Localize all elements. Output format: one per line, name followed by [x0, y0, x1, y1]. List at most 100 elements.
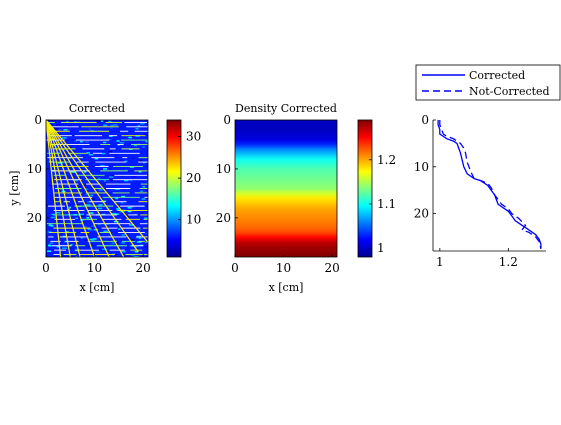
heatmap-cell: [114, 183, 117, 186]
legend-label-not-corrected: Not-Corrected: [469, 85, 550, 98]
heatmap-cell: [116, 140, 120, 142]
heatmap-cell: [98, 204, 103, 206]
heatmap-cell: [97, 223, 101, 226]
heatmap-cell: [114, 213, 119, 215]
heatmap-cell: [78, 120, 81, 123]
heatmap-cell: [57, 219, 62, 221]
panel-profile: Corrected Not-Corrected 1 1.2 0 10 20: [414, 64, 561, 269]
panel-corrected-xtick-label: 20: [136, 261, 151, 275]
panel-corrected-title: Corrected: [69, 102, 125, 115]
heatmap-cell: [63, 223, 68, 225]
heatmap-cell: [49, 184, 53, 186]
heatmap-cell: [81, 215, 85, 217]
heatmap-cell: [89, 212, 94, 214]
heatmap-cell: [128, 205, 134, 208]
heatmap-cell: [91, 239, 95, 241]
heatmap-cell: [86, 152, 90, 154]
heatmap-cell: [88, 229, 94, 232]
heatmap-cell: [108, 167, 113, 170]
heatmap-cell: [68, 125, 72, 127]
heatmap-cell: [110, 175, 115, 177]
heatmap-cell: [100, 165, 105, 167]
heatmap-cell: [56, 124, 60, 126]
heatmap-cell: [110, 127, 113, 129]
panel-corrected-rays: [46, 120, 148, 257]
heatmap-cell: [144, 197, 148, 199]
heatmap-cell: [137, 125, 141, 127]
profile-legend-box: [415, 64, 561, 101]
heatmap-cell: [128, 224, 134, 226]
heatmap-cell: [108, 150, 113, 153]
heatmap-cell: [55, 178, 61, 180]
panel-density-ytick-label: 0: [223, 113, 231, 127]
heatmap-cell: [119, 211, 124, 213]
panel-density-axes: 0 10 20 0 10 20: [216, 113, 340, 275]
heatmap-cell: [48, 224, 53, 226]
panel-profile-ytick-label: 10: [414, 160, 429, 174]
heatmap-cell: [85, 204, 91, 206]
heatmap-cell: [74, 179, 78, 182]
heatmap-cell: [102, 248, 106, 251]
panel-corrected-ytick-label: 0: [34, 113, 42, 127]
heatmap-cell: [100, 133, 103, 136]
heatmap-cell: [124, 169, 128, 171]
heatmap-cell: [82, 184, 87, 187]
heatmap-cell: [108, 176, 114, 178]
heatmap-cell: [136, 241, 142, 243]
heatmap-cell: [127, 207, 132, 209]
panel-corrected-colorbar: [166, 119, 182, 258]
heatmap-cell: [70, 229, 73, 231]
heatmap-cell: [141, 198, 146, 200]
heatmap-cell: [56, 211, 61, 214]
panel-corrected-frame: [45, 119, 149, 258]
heatmap-cell: [55, 128, 59, 130]
heatmap-cell: [95, 256, 98, 257]
heatmap-cell: [68, 206, 71, 209]
panel-corrected-streaks: [46, 121, 148, 256]
heatmap-cell: [110, 239, 115, 242]
heatmap-cell: [108, 235, 112, 237]
panel-corrected-colorbar-tick-label: 10: [186, 213, 201, 227]
heatmap-cell: [87, 225, 92, 228]
heatmap-cell: [109, 243, 115, 245]
panel-corrected-xtick-label: 10: [87, 261, 102, 275]
heatmap-cell: [135, 236, 139, 239]
heatmap-cell: [144, 241, 148, 243]
heatmap-cell: [91, 198, 96, 200]
heatmap-cell: [114, 254, 117, 256]
heatmap-cell: [119, 141, 125, 144]
heatmap-cell: [119, 159, 123, 162]
heatmap-cell: [83, 226, 87, 228]
panel-density-title: Density Corrected: [235, 102, 337, 115]
heatmap-cell: [86, 217, 90, 219]
heatmap-cell: [87, 188, 91, 190]
heatmap-cell: [108, 239, 111, 242]
heatmap-cell: [134, 144, 137, 147]
heatmap-cell: [49, 242, 54, 245]
heatmap-cell: [131, 157, 135, 160]
heatmap-cell: [103, 120, 107, 122]
heatmap-cell: [68, 204, 73, 207]
heatmap-cell: [112, 242, 115, 245]
heatmap-cell: [130, 254, 135, 256]
heatmap-cell: [74, 140, 78, 142]
panel-density-xtick-label: 10: [276, 261, 291, 275]
heatmap-cell: [139, 159, 143, 162]
heatmap-cell: [48, 244, 51, 247]
heatmap-cell: [95, 120, 101, 122]
heatmap-cell: [95, 251, 101, 253]
heatmap-cell: [101, 152, 106, 155]
panel-corrected-colorbar-tick-label: 30: [186, 130, 201, 144]
heatmap-cell: [75, 130, 79, 132]
heatmap-cell: [145, 221, 148, 223]
heatmap-cell: [116, 208, 120, 210]
heatmap-cell: [138, 170, 142, 173]
heatmap-cell: [143, 133, 147, 135]
heatmap-cell: [127, 210, 132, 213]
heatmap-cell: [94, 157, 99, 160]
heatmap-ray: [46, 120, 62, 257]
heatmap-cell: [70, 244, 73, 246]
heatmap-cell: [111, 212, 116, 215]
heatmap-cell: [139, 212, 144, 214]
heatmap-cell: [138, 229, 141, 231]
